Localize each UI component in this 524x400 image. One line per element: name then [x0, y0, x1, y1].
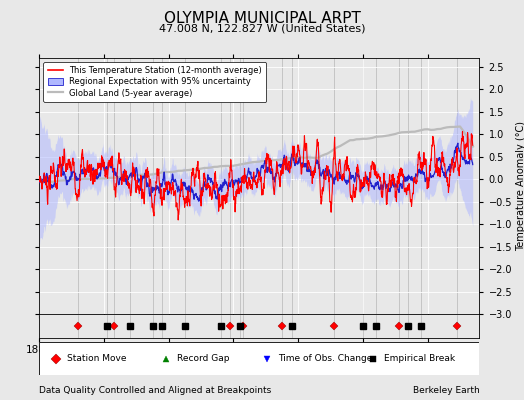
Text: 47.008 N, 122.827 W (United States): 47.008 N, 122.827 W (United States): [159, 23, 365, 33]
Text: Record Gap: Record Gap: [177, 354, 229, 363]
Text: Berkeley Earth: Berkeley Earth: [413, 386, 479, 395]
Text: Time of Obs. Change: Time of Obs. Change: [278, 354, 372, 363]
Text: OLYMPIA MUNICIPAL ARPT: OLYMPIA MUNICIPAL ARPT: [163, 11, 361, 26]
Y-axis label: Temperature Anomaly (°C): Temperature Anomaly (°C): [516, 121, 524, 251]
Text: Data Quality Controlled and Aligned at Breakpoints: Data Quality Controlled and Aligned at B…: [39, 386, 271, 395]
Text: Station Move: Station Move: [67, 354, 126, 363]
Text: Empirical Break: Empirical Break: [384, 354, 455, 363]
FancyBboxPatch shape: [39, 342, 479, 375]
Legend: This Temperature Station (12-month average), Regional Expectation with 95% uncer: This Temperature Station (12-month avera…: [43, 62, 266, 102]
